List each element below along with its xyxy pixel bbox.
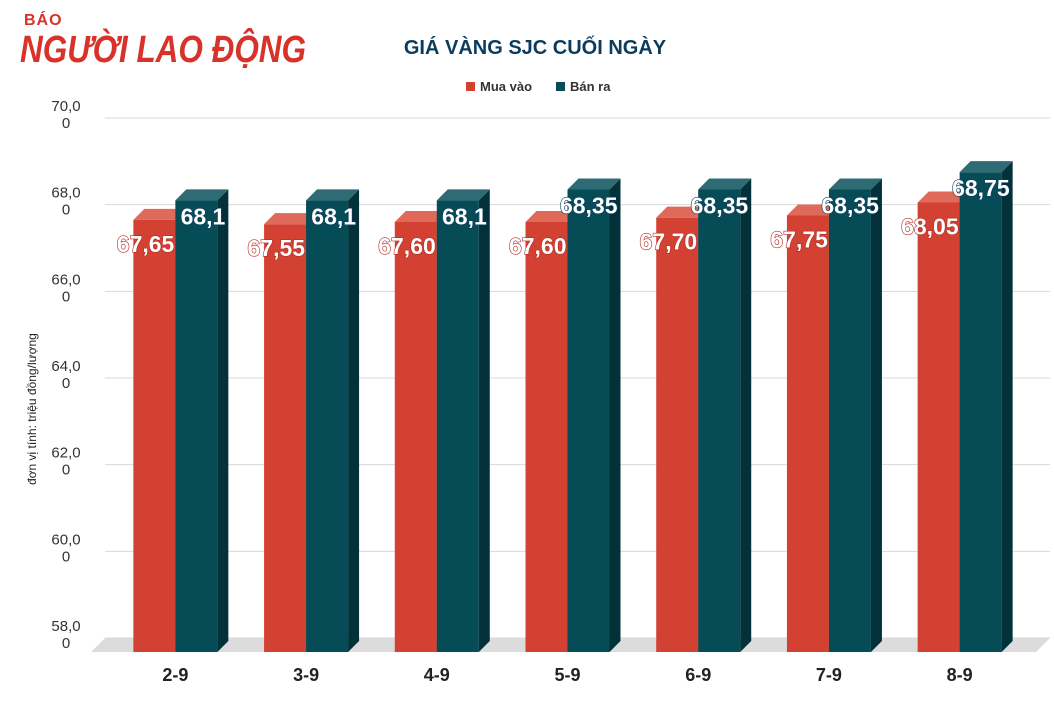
x-tick-label: 6-9 — [685, 665, 711, 685]
bar-front — [306, 200, 349, 653]
bar-ban-ra-2-9 — [175, 189, 229, 653]
bar-side — [217, 189, 229, 653]
chart-title: GIÁ VÀNG SJC CUỐI NGÀY — [404, 35, 667, 59]
y-tick-label: 58,0 0 — [51, 618, 80, 652]
x-tick-label: 7-9 — [816, 665, 842, 685]
y-tick-label: 60,0 0 — [51, 531, 80, 565]
bar-front — [786, 215, 829, 652]
bar-front — [917, 202, 960, 652]
y-tick-label: 64,0 0 — [51, 358, 80, 392]
logo-small-text: BÁO — [24, 10, 63, 29]
data-label-mua-vao: 67,55 — [248, 235, 306, 261]
legend-label-mua-vao: Mua vào — [480, 79, 532, 94]
bar-front — [656, 217, 699, 652]
data-label-ban-ra: 68,35 — [691, 193, 749, 219]
legend: Mua vào Bán ra — [466, 79, 611, 94]
bars — [133, 161, 1013, 653]
bar-side — [1001, 161, 1013, 652]
bar-ban-ra-7-9 — [828, 178, 882, 652]
bar-top — [656, 206, 710, 218]
bar-front — [394, 222, 437, 652]
y-tick-label: 68,0 0 — [51, 185, 80, 219]
bar-front — [133, 219, 176, 653]
data-label-mua-vao: 67,70 — [640, 229, 698, 255]
bar-top — [828, 178, 882, 190]
bar-front — [959, 172, 1002, 652]
x-tick-label: 4-9 — [424, 665, 450, 685]
bar-front — [525, 222, 568, 652]
bar-top — [525, 211, 579, 222]
bar-top — [264, 213, 318, 225]
bar-mua-vao-7-9 — [786, 204, 840, 652]
y-tick-label: 70,0 0 — [51, 98, 80, 132]
bar-top — [306, 189, 360, 201]
bar-front — [567, 189, 610, 652]
bar-front — [264, 224, 307, 652]
bar-top — [959, 161, 1013, 173]
bar-side — [740, 178, 752, 652]
bar-ban-ra-5-9 — [567, 178, 621, 652]
data-labels: 67,6568,167,5568,167,6068,167,6068,3567,… — [116, 175, 1010, 262]
logo-big-text: NGƯỜI LAO ĐỘNG — [20, 26, 306, 71]
x-tick-label: 8-9 — [947, 665, 973, 685]
x-tick-label: 5-9 — [554, 665, 580, 685]
bar-ban-ra-4-9 — [436, 189, 490, 653]
bar-top — [567, 178, 621, 190]
x-axis: 2-9 3-9 4-9 5-9 6-9 7-9 8-9 — [162, 665, 972, 685]
x-tick-label: 3-9 — [293, 665, 319, 685]
x-tick-label: 2-9 — [162, 665, 188, 685]
y-axis: 70,0 0 68,0 0 66,0 0 64,0 0 62,0 0 60,0 0 58,0 0 — [51, 98, 80, 652]
y-axis-label: đơn vị tính: triệu đồng/lượng — [25, 333, 39, 485]
bar-front — [828, 189, 871, 652]
bar-front — [698, 189, 741, 652]
y-tick-label: 62,0 0 — [51, 445, 80, 479]
brand-logo: BÁO NGƯỜI LAO ĐỘNG — [20, 10, 306, 71]
bar-top — [786, 204, 840, 216]
data-label-ban-ra: 68,1 — [181, 203, 226, 229]
data-label-ban-ra: 68,1 — [311, 203, 356, 229]
bar-top — [436, 189, 490, 201]
data-label-ban-ra: 68,35 — [560, 193, 618, 219]
data-label-mua-vao: 67,75 — [770, 227, 828, 253]
data-label-ban-ra: 68,35 — [821, 193, 879, 219]
bar-ban-ra-8-9 — [959, 161, 1013, 652]
bar-front — [436, 200, 479, 653]
data-label-mua-vao: 67,60 — [509, 233, 567, 259]
bar-top — [917, 191, 971, 203]
bar-front — [175, 200, 218, 653]
legend-label-ban-ra: Bán ra — [570, 79, 611, 94]
legend-swatch-ban-ra — [556, 82, 565, 91]
data-label-mua-vao: 67,65 — [117, 231, 175, 257]
y-tick-label: 66,0 0 — [51, 271, 80, 305]
bar-top — [175, 189, 229, 201]
legend-swatch-mua-vao — [466, 82, 475, 91]
data-label-mua-vao: 67,60 — [378, 233, 436, 259]
bar-side — [348, 189, 360, 653]
bar-top — [394, 211, 448, 222]
bar-side — [478, 189, 490, 653]
bar-side — [609, 178, 621, 652]
bar-side — [870, 178, 882, 652]
bar-ban-ra-6-9 — [698, 178, 752, 652]
bar-top — [698, 178, 752, 190]
data-label-ban-ra: 68,1 — [442, 203, 487, 229]
data-label-ban-ra: 68,75 — [952, 175, 1010, 201]
bar-top — [133, 208, 187, 220]
data-label-mua-vao: 68,05 — [901, 214, 959, 240]
bar-ban-ra-3-9 — [306, 189, 360, 653]
